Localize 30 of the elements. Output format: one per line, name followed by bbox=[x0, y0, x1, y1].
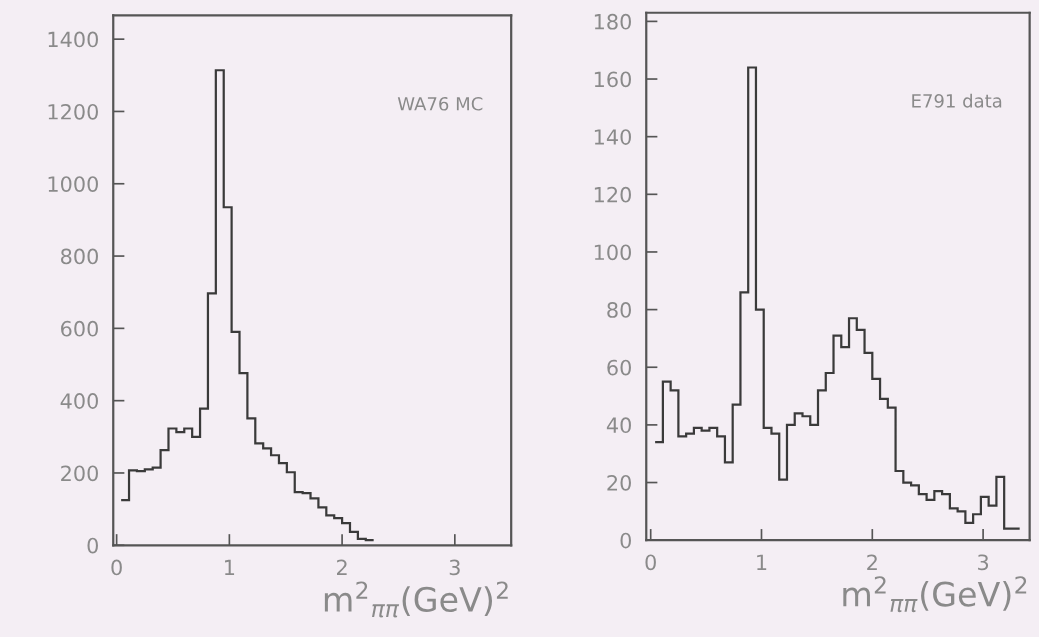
y-tick-label: 1000 bbox=[48, 176, 98, 192]
y-tick-label: 100 bbox=[594, 244, 631, 261]
x-tick-label: 0 bbox=[645, 554, 656, 571]
annotation: E791 data bbox=[912, 93, 1002, 108]
y-tick-label: 200 bbox=[61, 465, 98, 482]
x-axis-title: m$^{2}$$_{ππ}$(GeV)$^{2}$ bbox=[843, 576, 1027, 613]
y-tick-label: 20 bbox=[607, 474, 631, 491]
y-tick-label: 60 bbox=[607, 359, 631, 376]
y-tick-label: 160 bbox=[594, 71, 631, 88]
x-tick-label: 1 bbox=[757, 554, 767, 570]
y-tick-label: 600 bbox=[61, 320, 98, 337]
y-tick-label: 800 bbox=[61, 248, 98, 265]
y-tick-label: 1400 bbox=[48, 31, 98, 48]
y-tick-label: 180 bbox=[594, 13, 631, 30]
y-tick-label: 140 bbox=[594, 129, 631, 145]
y-tick-label: 0 bbox=[620, 532, 631, 549]
y-tick-label: 40 bbox=[606, 417, 631, 434]
x-tick-label: 3 bbox=[978, 554, 989, 571]
annotation: WA76 MC bbox=[397, 96, 483, 111]
x-tick-label: 2 bbox=[867, 554, 877, 570]
y-tick-label: 0 bbox=[87, 537, 98, 554]
x-tick-label: 2 bbox=[336, 559, 347, 575]
y-tick-label: 80 bbox=[607, 302, 631, 318]
x-tick-label: 3 bbox=[449, 559, 460, 576]
y-tick-label: 1200 bbox=[48, 103, 98, 120]
x-axis-title: m$^{2}$$_{ππ}$(GeV)$^{2}$ bbox=[324, 581, 508, 618]
y-tick-label: 120 bbox=[594, 186, 631, 203]
x-tick-label: 0 bbox=[111, 559, 122, 576]
y-tick-label: 400 bbox=[60, 393, 98, 409]
x-tick-label: 1 bbox=[225, 559, 235, 575]
